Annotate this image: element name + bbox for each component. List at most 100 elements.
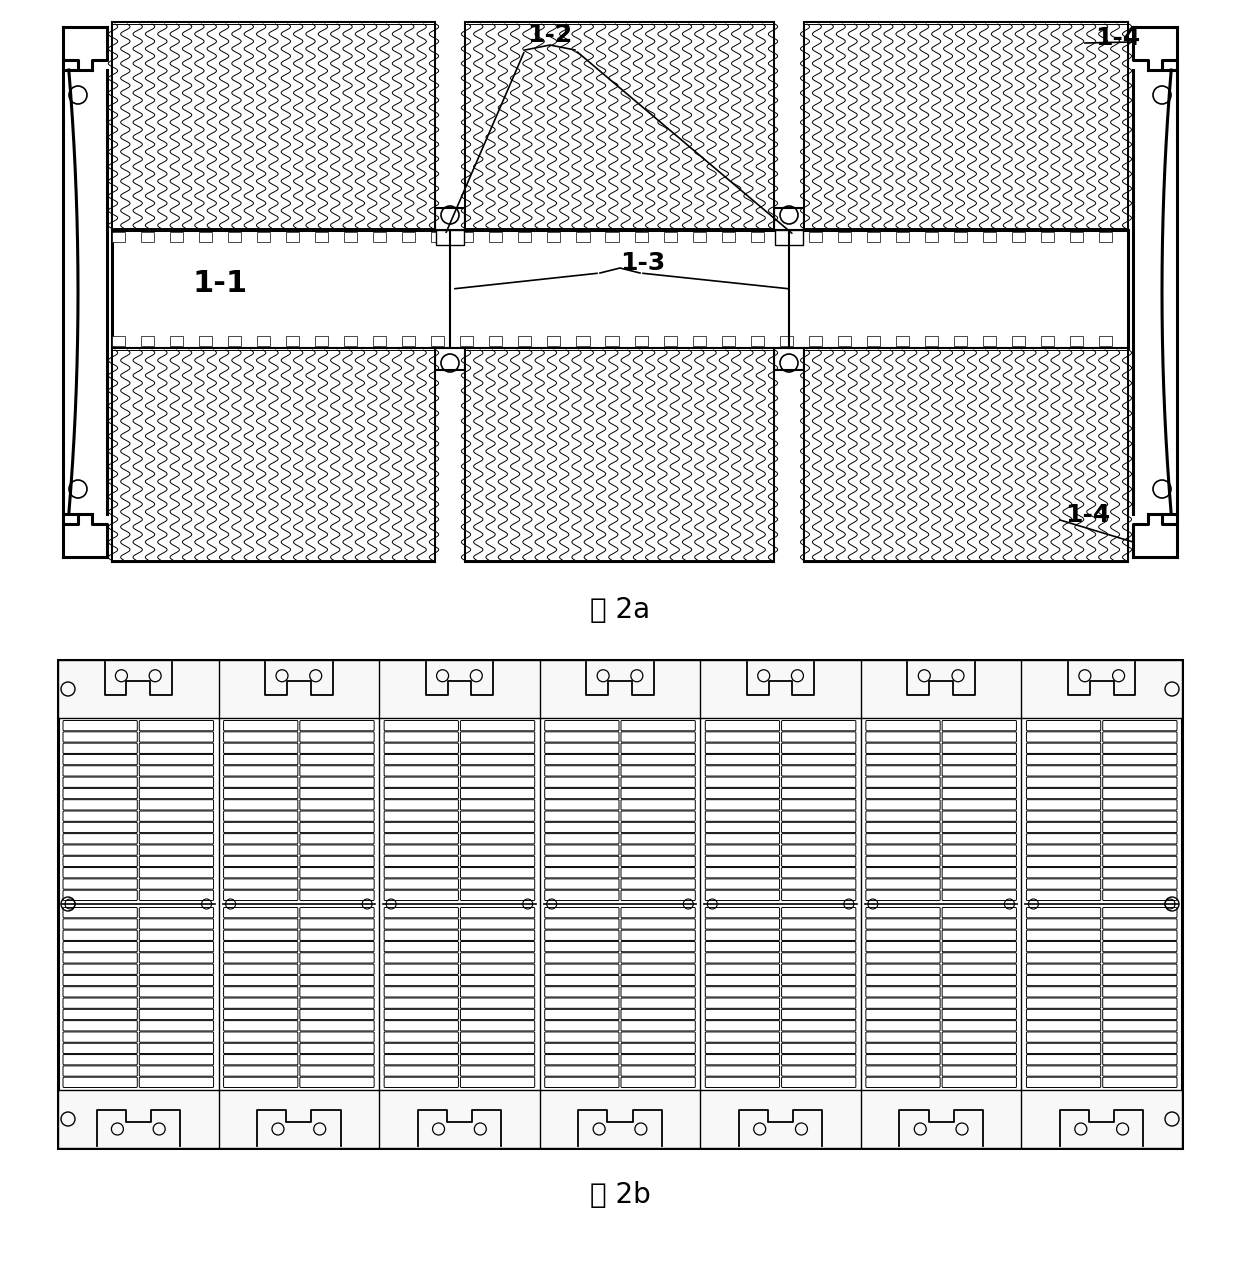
Bar — [286, 337, 299, 346]
FancyBboxPatch shape — [139, 845, 213, 856]
FancyBboxPatch shape — [300, 857, 374, 867]
FancyBboxPatch shape — [223, 1066, 298, 1076]
FancyBboxPatch shape — [621, 878, 696, 889]
FancyBboxPatch shape — [544, 867, 619, 878]
FancyBboxPatch shape — [300, 755, 374, 765]
Bar — [315, 232, 329, 242]
FancyBboxPatch shape — [781, 788, 856, 798]
FancyBboxPatch shape — [706, 1077, 780, 1088]
FancyBboxPatch shape — [781, 941, 856, 951]
FancyBboxPatch shape — [139, 788, 213, 798]
Bar — [1040, 232, 1054, 242]
FancyBboxPatch shape — [460, 834, 534, 844]
FancyBboxPatch shape — [544, 1010, 619, 1020]
FancyBboxPatch shape — [300, 1031, 374, 1042]
FancyBboxPatch shape — [139, 890, 213, 900]
FancyBboxPatch shape — [223, 732, 298, 742]
FancyBboxPatch shape — [706, 867, 780, 878]
FancyBboxPatch shape — [706, 908, 780, 918]
FancyBboxPatch shape — [460, 1010, 534, 1020]
Bar — [577, 232, 589, 242]
FancyBboxPatch shape — [942, 867, 1017, 878]
FancyBboxPatch shape — [866, 908, 940, 918]
FancyBboxPatch shape — [1027, 834, 1101, 844]
FancyBboxPatch shape — [63, 931, 138, 941]
Bar — [112, 337, 125, 346]
FancyBboxPatch shape — [544, 1066, 619, 1076]
FancyBboxPatch shape — [866, 964, 940, 974]
FancyBboxPatch shape — [223, 720, 298, 731]
FancyBboxPatch shape — [1027, 766, 1101, 776]
FancyBboxPatch shape — [139, 987, 213, 997]
FancyBboxPatch shape — [139, 964, 213, 974]
FancyBboxPatch shape — [223, 1077, 298, 1088]
FancyBboxPatch shape — [544, 857, 619, 867]
Bar — [432, 337, 444, 346]
FancyBboxPatch shape — [300, 776, 374, 788]
FancyBboxPatch shape — [1027, 743, 1101, 754]
FancyBboxPatch shape — [460, 908, 534, 918]
FancyBboxPatch shape — [300, 799, 374, 810]
FancyBboxPatch shape — [621, 755, 696, 765]
FancyBboxPatch shape — [621, 1043, 696, 1053]
Bar — [345, 337, 357, 346]
FancyBboxPatch shape — [544, 788, 619, 798]
FancyBboxPatch shape — [139, 931, 213, 941]
FancyBboxPatch shape — [300, 811, 374, 821]
FancyBboxPatch shape — [139, 834, 213, 844]
FancyBboxPatch shape — [781, 998, 856, 1009]
FancyBboxPatch shape — [300, 732, 374, 742]
FancyBboxPatch shape — [384, 998, 459, 1009]
FancyBboxPatch shape — [544, 919, 619, 929]
FancyBboxPatch shape — [1102, 964, 1177, 974]
Bar — [257, 232, 270, 242]
FancyBboxPatch shape — [63, 952, 138, 963]
FancyBboxPatch shape — [1027, 890, 1101, 900]
FancyBboxPatch shape — [139, 720, 213, 731]
FancyBboxPatch shape — [706, 1031, 780, 1042]
FancyBboxPatch shape — [706, 998, 780, 1009]
FancyBboxPatch shape — [706, 743, 780, 754]
FancyBboxPatch shape — [1102, 1020, 1177, 1031]
FancyBboxPatch shape — [942, 743, 1017, 754]
FancyBboxPatch shape — [384, 1010, 459, 1020]
FancyBboxPatch shape — [139, 1077, 213, 1088]
Bar — [1099, 337, 1112, 346]
Bar — [113, 23, 434, 230]
FancyBboxPatch shape — [460, 987, 534, 997]
FancyBboxPatch shape — [460, 941, 534, 951]
FancyBboxPatch shape — [139, 822, 213, 833]
FancyBboxPatch shape — [544, 987, 619, 997]
FancyBboxPatch shape — [300, 952, 374, 963]
FancyBboxPatch shape — [384, 919, 459, 929]
FancyBboxPatch shape — [706, 941, 780, 951]
Bar — [750, 232, 764, 242]
FancyBboxPatch shape — [706, 766, 780, 776]
FancyBboxPatch shape — [384, 878, 459, 889]
FancyBboxPatch shape — [706, 755, 780, 765]
FancyBboxPatch shape — [706, 987, 780, 997]
FancyBboxPatch shape — [1027, 1031, 1101, 1042]
FancyBboxPatch shape — [781, 857, 856, 867]
Bar — [465, 22, 774, 229]
Text: 1-4: 1-4 — [1095, 26, 1141, 50]
FancyBboxPatch shape — [384, 1043, 459, 1053]
FancyBboxPatch shape — [1027, 998, 1101, 1009]
FancyBboxPatch shape — [942, 788, 1017, 798]
FancyBboxPatch shape — [942, 755, 1017, 765]
FancyBboxPatch shape — [942, 919, 1017, 929]
FancyBboxPatch shape — [223, 952, 298, 963]
Bar — [750, 337, 764, 346]
FancyBboxPatch shape — [621, 919, 696, 929]
FancyBboxPatch shape — [621, 952, 696, 963]
FancyBboxPatch shape — [300, 1010, 374, 1020]
FancyBboxPatch shape — [781, 1077, 856, 1088]
FancyBboxPatch shape — [706, 919, 780, 929]
FancyBboxPatch shape — [781, 1010, 856, 1020]
FancyBboxPatch shape — [139, 952, 213, 963]
FancyBboxPatch shape — [706, 952, 780, 963]
FancyBboxPatch shape — [223, 867, 298, 878]
FancyBboxPatch shape — [1102, 732, 1177, 742]
FancyBboxPatch shape — [544, 845, 619, 856]
FancyBboxPatch shape — [139, 941, 213, 951]
